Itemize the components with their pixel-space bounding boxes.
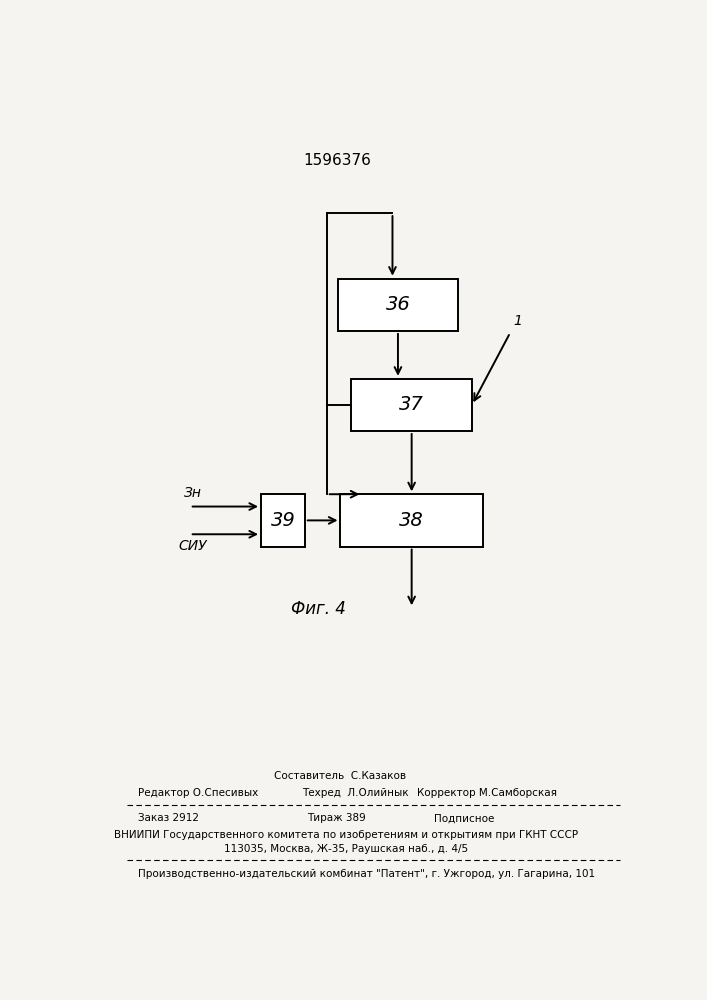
Text: Фиг. 4: Фиг. 4 xyxy=(291,600,346,618)
Text: 1: 1 xyxy=(513,314,522,328)
Text: Составитель  С.Казаков: Составитель С.Казаков xyxy=(274,771,407,781)
Bar xyxy=(338,279,458,331)
Text: Корректор М.Самборская: Корректор М.Самборская xyxy=(417,788,557,798)
Text: Техред  Л.Олийнык: Техред Л.Олийнык xyxy=(302,788,409,798)
Text: 1596376: 1596376 xyxy=(304,153,372,168)
Text: 36: 36 xyxy=(385,295,410,314)
Text: СИУ: СИУ xyxy=(179,539,207,553)
Text: 37: 37 xyxy=(399,395,424,414)
Text: Заказ 2912: Заказ 2912 xyxy=(138,813,199,823)
Text: 39: 39 xyxy=(271,511,296,530)
Text: Подписное: Подписное xyxy=(433,813,494,823)
Text: Зн: Зн xyxy=(185,486,202,500)
Text: 38: 38 xyxy=(399,511,424,530)
Bar xyxy=(351,379,472,431)
Bar xyxy=(341,494,483,547)
Text: Тираж 389: Тираж 389 xyxy=(308,813,366,823)
Text: Редактор О.Спесивых: Редактор О.Спесивых xyxy=(138,788,258,798)
Text: Производственно-издательский комбинат "Патент", г. Ужгород, ул. Гагарина, 101: Производственно-издательский комбинат "П… xyxy=(138,869,595,879)
Bar xyxy=(261,494,305,547)
Text: ВНИИПИ Государственного комитета по изобретениям и открытиям при ГКНТ СССР: ВНИИПИ Государственного комитета по изоб… xyxy=(114,830,578,840)
Text: 113035, Москва, Ж-35, Раушская наб., д. 4/5: 113035, Москва, Ж-35, Раушская наб., д. … xyxy=(224,844,468,854)
